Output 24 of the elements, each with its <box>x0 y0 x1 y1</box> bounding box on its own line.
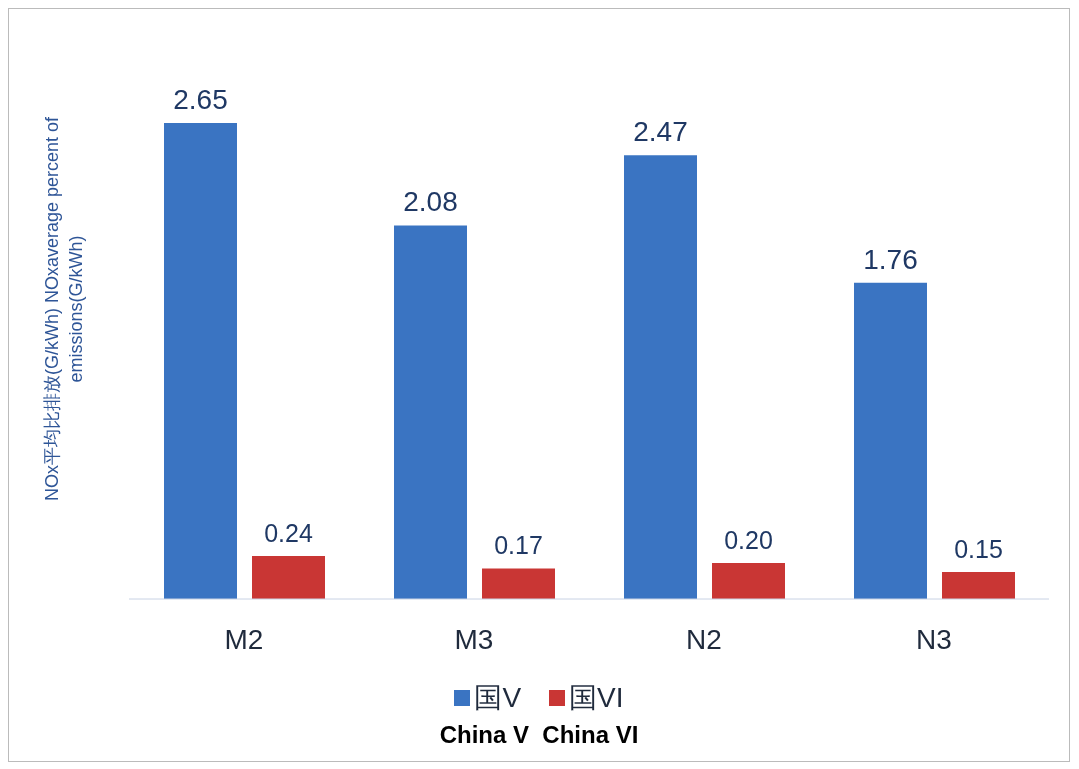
bar <box>252 555 325 599</box>
data-label: 1.76 <box>863 243 918 275</box>
text: China V China VI <box>438 721 640 749</box>
x-tick-label: M2 <box>224 623 264 655</box>
y-axis-title: NOx平均比排放(G/kWh) NOxaverage percent of emissions(G/kWh) <box>41 115 87 504</box>
bar <box>624 155 697 599</box>
bar <box>942 572 1015 599</box>
legend-label: 国V <box>474 681 522 715</box>
data-label: 2.65 <box>173 84 228 115</box>
x-tick-label: M3 <box>454 623 494 655</box>
data-label: 2.08 <box>403 186 458 218</box>
bar <box>854 282 927 599</box>
x-tick-label: N3 <box>916 623 952 655</box>
legend-label: 国VI <box>569 681 624 715</box>
bar <box>482 568 555 599</box>
data-label: 0.17 <box>494 531 543 560</box>
data-label: 0.20 <box>724 526 773 555</box>
bar <box>164 123 237 599</box>
bar <box>394 225 467 599</box>
x-tick-label: N2 <box>686 623 722 655</box>
data-label: 0.24 <box>264 518 313 547</box>
data-label: 0.15 <box>954 535 1003 564</box>
data-label: 2.47 <box>633 116 688 148</box>
bar <box>712 563 785 599</box>
